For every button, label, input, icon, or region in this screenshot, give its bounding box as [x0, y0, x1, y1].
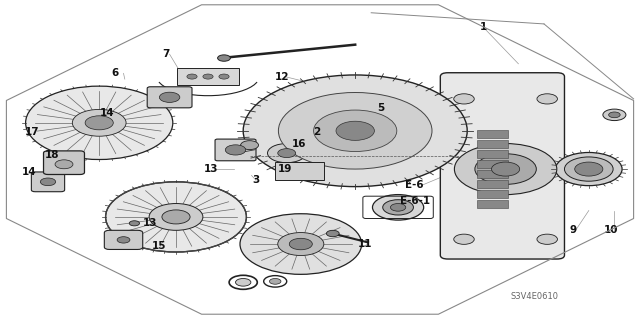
Text: 6: 6 [111, 68, 119, 78]
FancyBboxPatch shape [477, 130, 508, 138]
Text: 13: 13 [204, 164, 218, 174]
Circle shape [203, 74, 213, 79]
FancyBboxPatch shape [275, 162, 324, 180]
Text: 2: 2 [313, 127, 321, 137]
FancyBboxPatch shape [147, 87, 192, 108]
Circle shape [326, 230, 339, 237]
FancyBboxPatch shape [477, 140, 508, 148]
Circle shape [314, 110, 397, 152]
FancyBboxPatch shape [477, 170, 508, 178]
Text: 7: 7 [163, 49, 170, 59]
Circle shape [219, 74, 229, 79]
Circle shape [55, 160, 73, 169]
Circle shape [336, 121, 374, 140]
Circle shape [537, 94, 557, 104]
Text: 11: 11 [358, 239, 372, 249]
Circle shape [609, 112, 620, 118]
Text: E-6: E-6 [405, 180, 424, 190]
Circle shape [268, 144, 306, 163]
Circle shape [85, 116, 113, 130]
FancyBboxPatch shape [44, 151, 84, 174]
Circle shape [241, 141, 259, 150]
Circle shape [218, 55, 230, 61]
Text: 12: 12 [275, 71, 289, 82]
Circle shape [454, 234, 474, 244]
Circle shape [187, 74, 197, 79]
Text: 14: 14 [100, 108, 115, 118]
Text: 15: 15 [152, 241, 166, 251]
Circle shape [564, 157, 613, 181]
Circle shape [556, 152, 622, 186]
Circle shape [159, 92, 180, 102]
Circle shape [278, 93, 432, 169]
Circle shape [225, 145, 246, 155]
Text: 5: 5 [377, 103, 385, 114]
FancyBboxPatch shape [477, 200, 508, 208]
Circle shape [575, 162, 603, 176]
Circle shape [129, 221, 140, 226]
Circle shape [240, 214, 362, 274]
FancyBboxPatch shape [177, 68, 239, 85]
Text: 10: 10 [604, 225, 618, 235]
Text: 14: 14 [22, 167, 36, 177]
Circle shape [117, 237, 130, 243]
Circle shape [454, 144, 557, 195]
Circle shape [236, 278, 251, 286]
Text: 1: 1 [479, 22, 487, 32]
Circle shape [372, 195, 424, 220]
Text: 9: 9 [569, 225, 577, 235]
Circle shape [383, 200, 413, 215]
Circle shape [390, 204, 406, 211]
Circle shape [603, 109, 626, 121]
Circle shape [72, 109, 126, 136]
Circle shape [537, 234, 557, 244]
Circle shape [454, 94, 474, 104]
Circle shape [26, 86, 173, 160]
Text: 19: 19 [278, 164, 292, 174]
FancyBboxPatch shape [104, 230, 143, 249]
FancyBboxPatch shape [477, 180, 508, 188]
FancyBboxPatch shape [477, 190, 508, 198]
Text: 18: 18 [45, 150, 60, 160]
Circle shape [278, 149, 296, 158]
Text: 3: 3 [252, 175, 260, 185]
FancyBboxPatch shape [215, 139, 256, 161]
Text: 16: 16 [292, 138, 306, 149]
Text: E-6-1: E-6-1 [399, 196, 430, 206]
Circle shape [162, 210, 190, 224]
Circle shape [269, 278, 281, 284]
Circle shape [243, 75, 467, 187]
Circle shape [106, 182, 246, 252]
FancyBboxPatch shape [440, 73, 564, 259]
Circle shape [149, 204, 203, 230]
Circle shape [40, 178, 56, 186]
FancyBboxPatch shape [477, 150, 508, 158]
Circle shape [278, 233, 324, 256]
FancyBboxPatch shape [477, 160, 508, 168]
Circle shape [492, 162, 520, 176]
Text: 13: 13 [143, 218, 157, 228]
FancyBboxPatch shape [31, 172, 65, 192]
Text: S3V4E0610: S3V4E0610 [511, 292, 558, 301]
Circle shape [475, 154, 536, 184]
Text: 17: 17 [25, 127, 39, 137]
Circle shape [289, 238, 312, 250]
